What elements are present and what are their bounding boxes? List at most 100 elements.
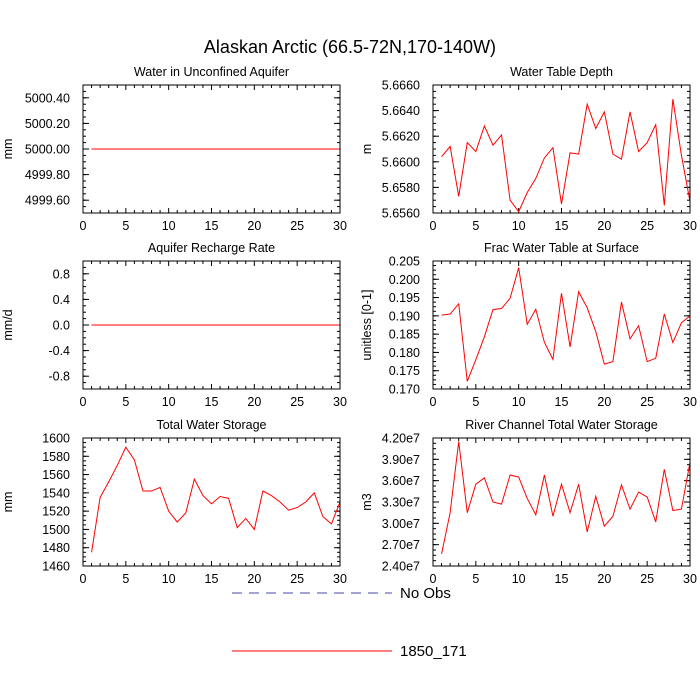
- y-axis-label: mm/d: [1, 309, 15, 340]
- panel-title: Frac Water Table at Surface: [484, 241, 639, 255]
- x-tick-label: 10: [162, 572, 176, 586]
- x-tick-label: 5: [472, 219, 479, 233]
- plot-frame: [82, 437, 341, 567]
- y-tick-label: 0.8: [53, 267, 70, 281]
- x-tick-label: 15: [205, 572, 219, 586]
- panel-6: River Channel Total Water Storage m3 0 5 10 1…: [360, 418, 697, 586]
- y-tick-label: 0.175: [389, 364, 420, 378]
- x-tick-label: 5: [122, 395, 129, 409]
- x-tick-label: 25: [290, 572, 304, 586]
- x-tick-label: 5: [472, 572, 479, 586]
- x-tick-label: 20: [247, 572, 261, 586]
- y-tick-label: 3.60e7: [382, 474, 420, 488]
- series-line-1850-171: [441, 99, 691, 213]
- x-tick-label: 15: [205, 219, 219, 233]
- y-tick-label: 4999.80: [25, 168, 70, 182]
- x-tick-label: 10: [512, 572, 526, 586]
- y-tick-label: 0.205: [389, 255, 420, 269]
- legend-label-no-obs: No Obs: [400, 585, 451, 602]
- x-tick-label: 25: [640, 395, 654, 409]
- y-tick-label: 3.00e7: [382, 517, 420, 531]
- y-tick-label: 2.70e7: [382, 538, 420, 552]
- x-tick-label: 0: [80, 219, 87, 233]
- y-tick-label: 5.6620: [382, 130, 420, 144]
- x-tick-label: 25: [290, 219, 304, 233]
- y-tick-label: 3.30e7: [382, 496, 420, 510]
- x-tick-label: 20: [597, 395, 611, 409]
- x-tick-label: 0: [430, 572, 437, 586]
- x-tick-label: 15: [205, 395, 219, 409]
- y-tick-label: 1540: [42, 486, 70, 500]
- y-tick-label: 5000.00: [25, 143, 70, 157]
- x-tick-label: 25: [640, 572, 654, 586]
- x-tick-label: 20: [597, 219, 611, 233]
- y-tick-label: 1560: [42, 468, 70, 482]
- series-line-1850-171: [441, 267, 691, 382]
- x-tick-label: 30: [333, 219, 347, 233]
- figure-title: Alaskan Arctic (66.5-72N,170-140W): [204, 37, 496, 57]
- y-tick-label: 0.170: [389, 383, 420, 397]
- x-tick-label: 10: [162, 219, 176, 233]
- x-tick-label: 15: [555, 395, 569, 409]
- plot-frame: [432, 84, 691, 214]
- y-tick-label: 1580: [42, 450, 70, 464]
- y-tick-label: 1520: [42, 505, 70, 519]
- y-tick-label: 5.6660: [382, 79, 420, 93]
- panel-2: Water Table Depth m 0 5 10 15 20 25 30 5.6560 5.65…: [360, 65, 697, 233]
- series-line-1850-171: [91, 446, 341, 553]
- x-tick-label: 5: [122, 572, 129, 586]
- y-tick-label: 1600: [42, 432, 70, 446]
- y-tick-label: 0.4: [53, 293, 70, 307]
- x-tick-label: 0: [430, 219, 437, 233]
- x-tick-label: 15: [555, 572, 569, 586]
- x-tick-label: 25: [640, 219, 654, 233]
- x-tick-label: 10: [512, 395, 526, 409]
- y-axis-label: mm: [1, 139, 15, 160]
- y-tick-label: -0.4: [48, 344, 70, 358]
- y-tick-label: 2.40e7: [382, 560, 420, 574]
- x-tick-label: 0: [80, 395, 87, 409]
- x-tick-label: 5: [472, 395, 479, 409]
- y-tick-label: -0.8: [48, 370, 70, 384]
- panel-title: Water in Unconfined Aquifer: [134, 65, 289, 79]
- panel-3: Aquifer Recharge Rate mm/d 0 5 10 15 20 25 30 -0.…: [1, 241, 347, 409]
- x-tick-label: 30: [683, 219, 697, 233]
- y-axis-label: m3: [360, 493, 374, 510]
- y-tick-label: 5.6580: [382, 181, 420, 195]
- panel-1: Water in Unconfined Aquifer mm 0 5 10 15 20 25 3…: [1, 65, 347, 233]
- plot-frame: [432, 260, 691, 390]
- y-tick-label: 0.180: [389, 346, 420, 360]
- x-tick-label: 20: [597, 572, 611, 586]
- x-tick-label: 30: [683, 395, 697, 409]
- x-tick-label: 0: [80, 572, 87, 586]
- x-tick-label: 30: [333, 572, 347, 586]
- x-tick-label: 20: [247, 395, 261, 409]
- plot-frame: [82, 84, 341, 214]
- plot-frame: [432, 437, 691, 567]
- y-tick-label: 5.6600: [382, 155, 420, 169]
- y-axis-label: m: [360, 144, 374, 154]
- plot-frame: [82, 260, 341, 390]
- x-tick-label: 10: [512, 219, 526, 233]
- y-tick-label: 0.195: [389, 291, 420, 305]
- panel-4: Frac Water Table at Surface unitless [0-1…: [360, 241, 697, 409]
- y-tick-label: 0.190: [389, 309, 420, 323]
- y-tick-label: 5000.40: [25, 91, 70, 105]
- y-tick-label: 1480: [42, 541, 70, 555]
- y-tick-label: 4999.60: [25, 194, 70, 208]
- y-tick-label: 0.185: [389, 328, 420, 342]
- x-tick-label: 10: [162, 395, 176, 409]
- series-line-1850-171: [441, 441, 691, 555]
- y-tick-label: 1500: [42, 523, 70, 537]
- x-tick-label: 30: [683, 572, 697, 586]
- x-tick-label: 25: [290, 395, 304, 409]
- y-tick-label: 5000.20: [25, 117, 70, 131]
- panel-title: Aquifer Recharge Rate: [148, 241, 275, 255]
- y-axis-label: unitless [0-1]: [360, 290, 374, 361]
- y-tick-label: 5.6640: [382, 104, 420, 118]
- panel-title: Total Water Storage: [156, 418, 266, 432]
- y-tick-label: 0.0: [53, 319, 70, 333]
- y-tick-label: 4.20e7: [382, 432, 420, 446]
